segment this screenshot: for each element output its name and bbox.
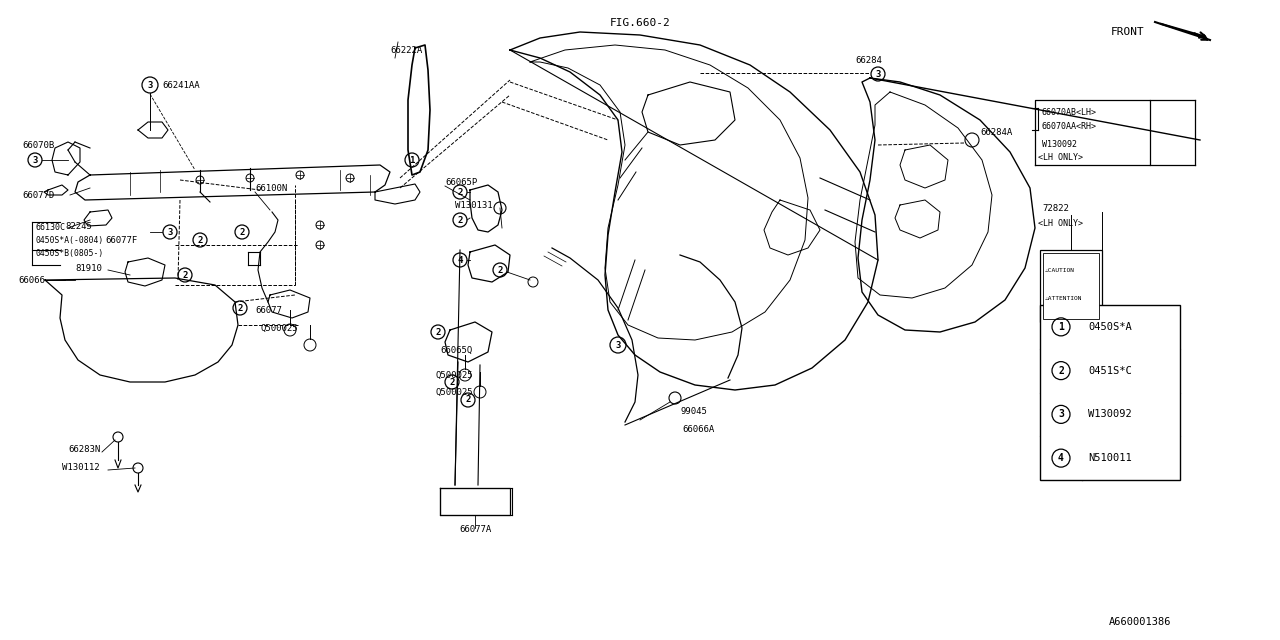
Text: 0451S*C: 0451S*C bbox=[1088, 365, 1132, 376]
Bar bbox=[1043, 253, 1100, 319]
Text: 2: 2 bbox=[197, 236, 202, 244]
Text: 81910: 81910 bbox=[76, 264, 102, 273]
Text: W130092: W130092 bbox=[1088, 410, 1132, 419]
Text: 66077A: 66077A bbox=[458, 525, 492, 534]
Text: 66065Q: 66065Q bbox=[440, 346, 472, 355]
Text: 66284: 66284 bbox=[855, 56, 882, 65]
Bar bbox=[1039, 250, 1102, 322]
Text: 66077: 66077 bbox=[255, 305, 282, 314]
Text: 66066: 66066 bbox=[18, 275, 45, 285]
Text: 3: 3 bbox=[147, 81, 152, 90]
Text: 2: 2 bbox=[237, 303, 243, 312]
Text: 66241AA: 66241AA bbox=[163, 81, 200, 90]
Text: W130112: W130112 bbox=[61, 463, 100, 472]
Text: 66284A: 66284A bbox=[980, 127, 1012, 136]
Text: 66283N: 66283N bbox=[68, 445, 100, 454]
Text: 3: 3 bbox=[1059, 410, 1064, 419]
Text: 2: 2 bbox=[435, 328, 440, 337]
Text: 1: 1 bbox=[1059, 322, 1064, 332]
Text: Q500025: Q500025 bbox=[260, 323, 298, 333]
Text: 0450S*A(-0804): 0450S*A(-0804) bbox=[35, 236, 104, 244]
Text: 66077F: 66077F bbox=[105, 236, 137, 244]
Text: 3: 3 bbox=[168, 227, 173, 237]
Text: 66222A: 66222A bbox=[390, 45, 422, 54]
Text: 2: 2 bbox=[182, 271, 188, 280]
Text: 3: 3 bbox=[876, 70, 881, 79]
Text: FIG.660-2: FIG.660-2 bbox=[609, 18, 671, 28]
Text: FRONT: FRONT bbox=[1111, 27, 1146, 37]
Text: 66100N: 66100N bbox=[255, 184, 287, 193]
Text: 2: 2 bbox=[239, 227, 244, 237]
Text: 66065P: 66065P bbox=[445, 177, 477, 186]
Text: Q500025: Q500025 bbox=[435, 371, 472, 380]
Text: 99045: 99045 bbox=[680, 408, 707, 417]
Text: 2: 2 bbox=[498, 266, 503, 275]
Text: 0450S*A: 0450S*A bbox=[1088, 322, 1132, 332]
Text: 66070AA<RH>: 66070AA<RH> bbox=[1042, 122, 1097, 131]
Text: ⚠ATTENTION: ⚠ATTENTION bbox=[1044, 296, 1083, 301]
Text: 3: 3 bbox=[616, 340, 621, 349]
Text: ⚠CAUTION: ⚠CAUTION bbox=[1044, 268, 1075, 273]
Text: 1: 1 bbox=[410, 156, 415, 164]
Text: 2: 2 bbox=[457, 188, 462, 196]
Text: 82245: 82245 bbox=[65, 221, 92, 230]
Text: W130131: W130131 bbox=[454, 200, 493, 209]
Text: 4: 4 bbox=[1059, 453, 1064, 463]
Text: W130092: W130092 bbox=[1042, 140, 1076, 148]
Text: 2: 2 bbox=[449, 378, 454, 387]
Text: 66066A: 66066A bbox=[682, 426, 714, 435]
Text: 2: 2 bbox=[457, 216, 462, 225]
Text: A660001386: A660001386 bbox=[1108, 617, 1171, 627]
Text: 66070B: 66070B bbox=[22, 141, 54, 150]
Bar bbox=[1039, 305, 1180, 480]
Text: 66077D: 66077D bbox=[22, 191, 54, 200]
Text: 2: 2 bbox=[1059, 365, 1064, 376]
Text: 0450S*B(0805-): 0450S*B(0805-) bbox=[35, 248, 104, 257]
Text: 3: 3 bbox=[32, 156, 37, 164]
Text: Q500025: Q500025 bbox=[435, 387, 472, 397]
Text: 66070AB<LH>: 66070AB<LH> bbox=[1042, 108, 1097, 116]
Text: 2: 2 bbox=[466, 396, 471, 404]
Text: 66130C: 66130C bbox=[35, 223, 65, 232]
Text: <LH ONLY>: <LH ONLY> bbox=[1038, 218, 1083, 227]
Text: 72822: 72822 bbox=[1042, 204, 1069, 212]
Text: N510011: N510011 bbox=[1088, 453, 1132, 463]
Text: <LH ONLY>: <LH ONLY> bbox=[1038, 152, 1083, 161]
Text: 4: 4 bbox=[457, 255, 462, 264]
